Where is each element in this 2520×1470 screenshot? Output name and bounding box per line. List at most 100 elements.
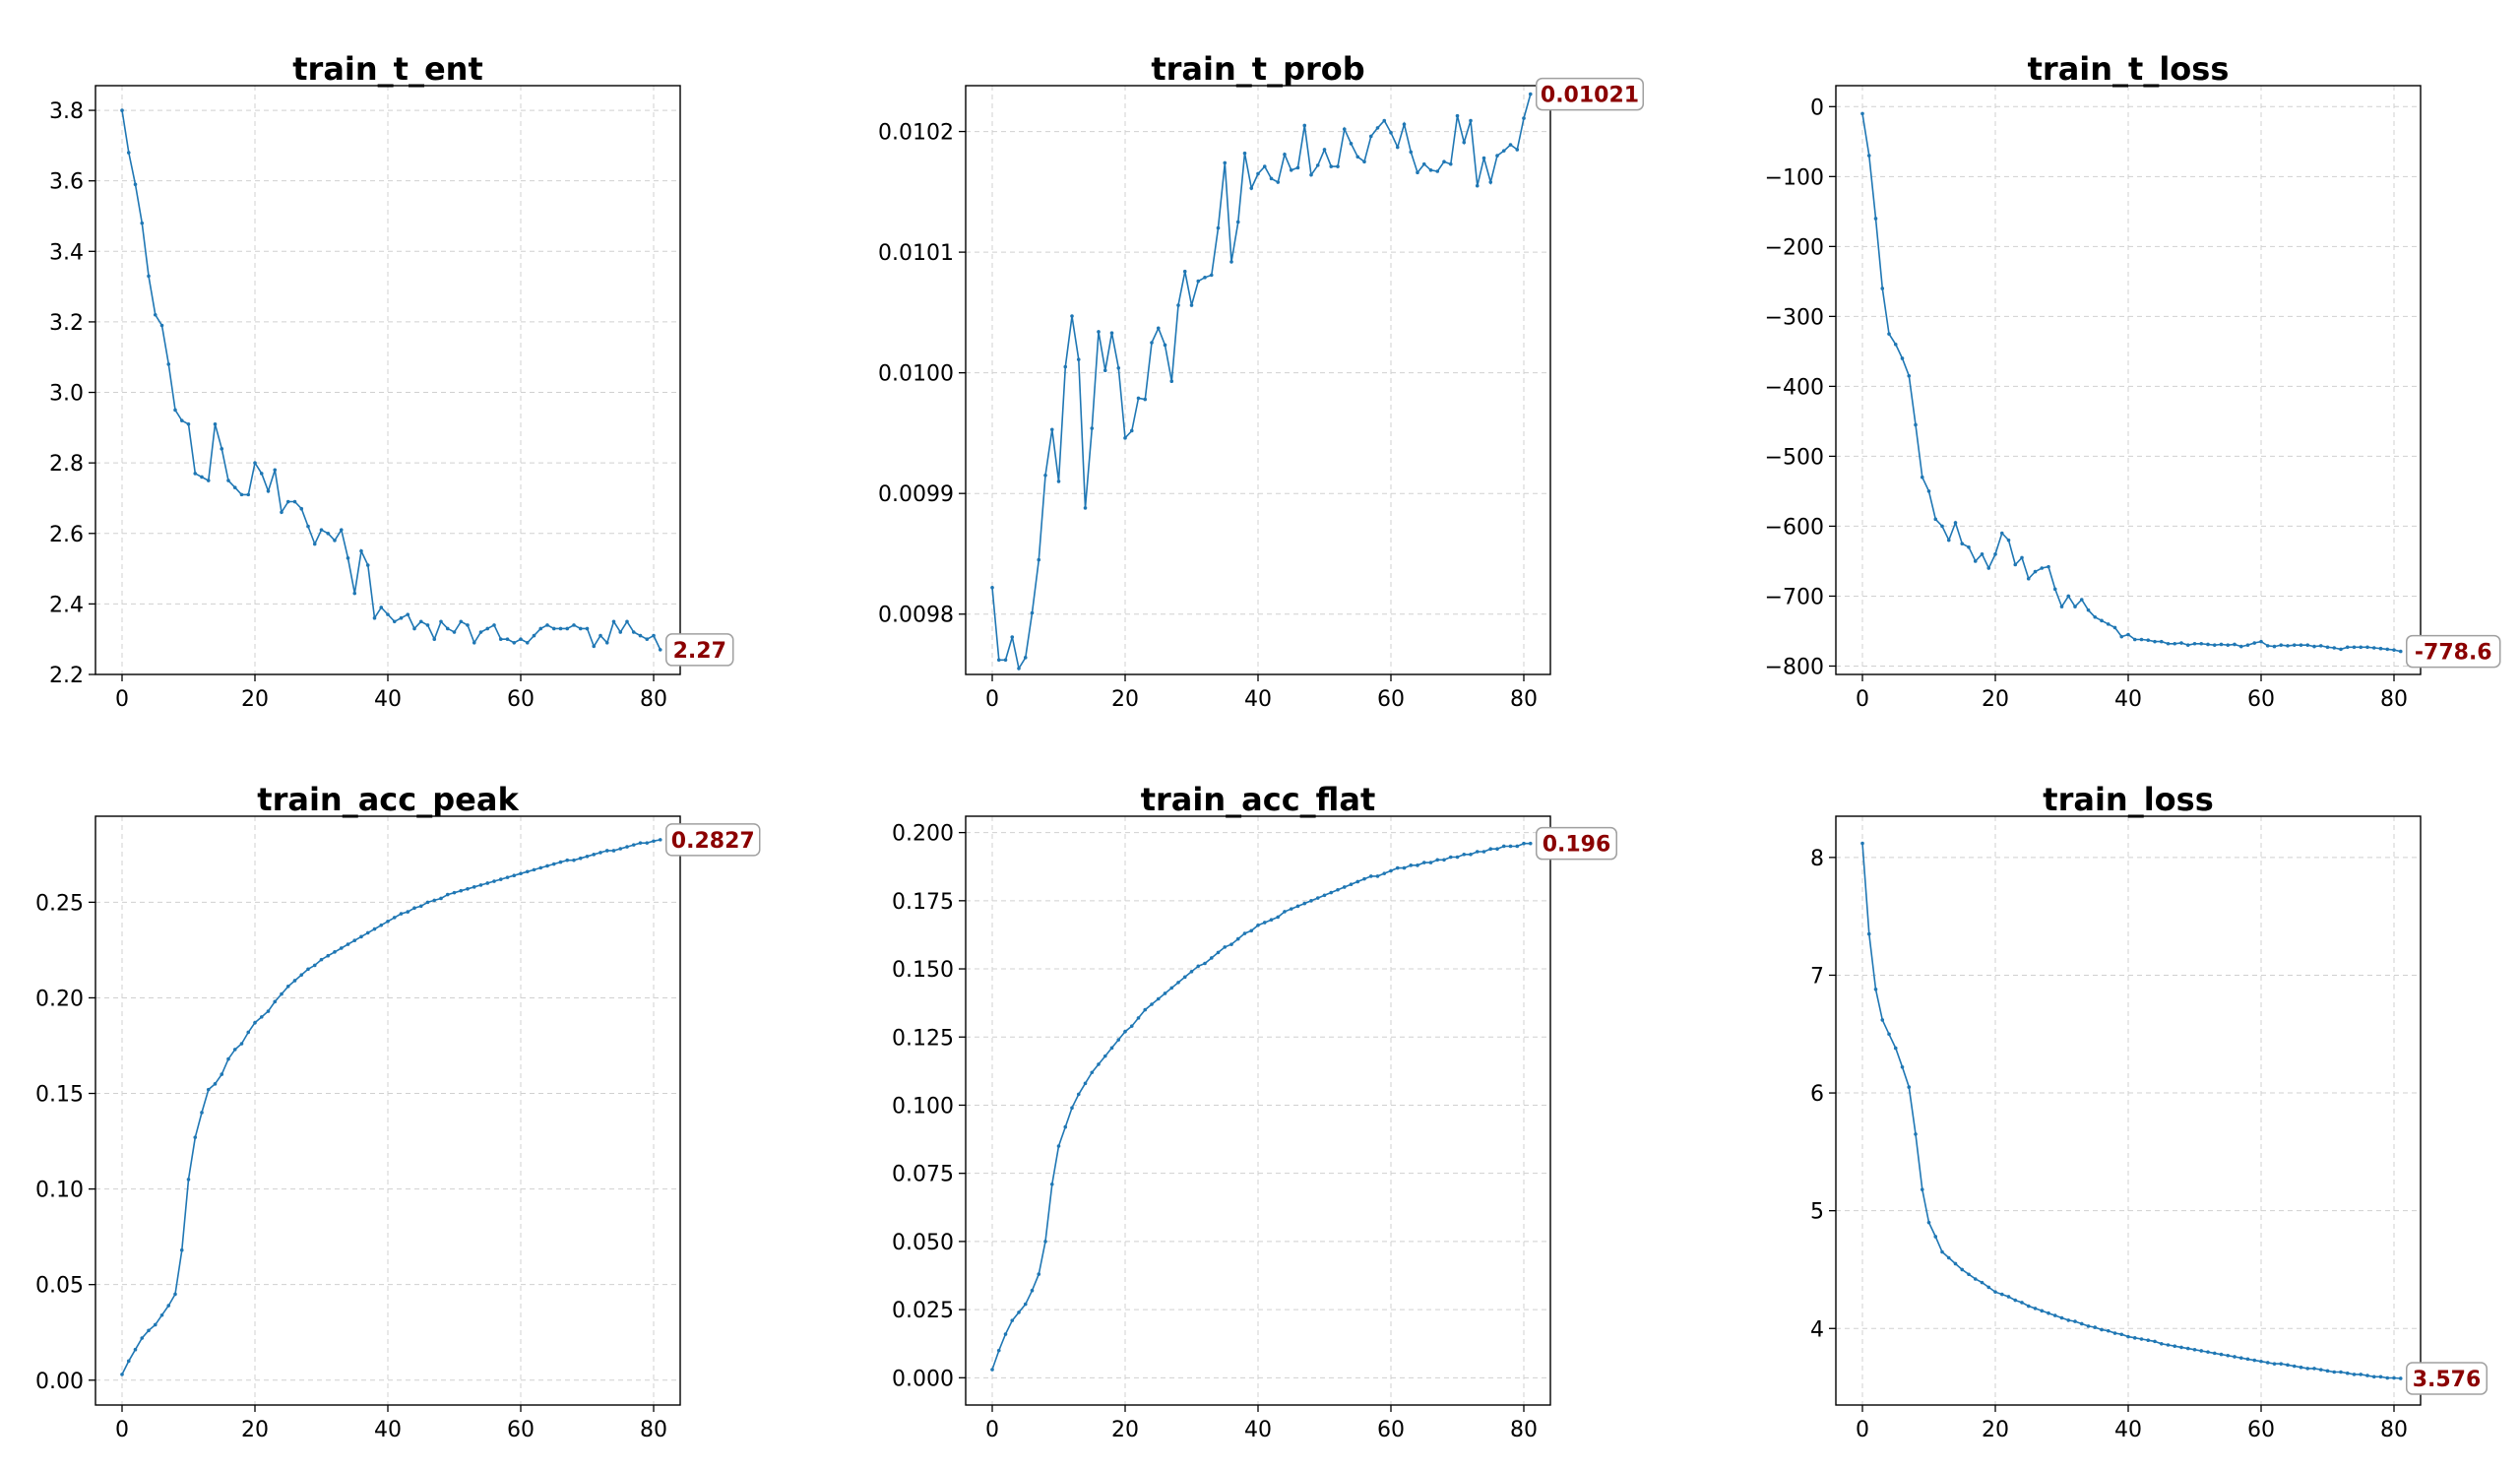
data-point xyxy=(1887,332,1891,336)
data-point xyxy=(2093,1325,2098,1329)
data-point xyxy=(658,838,662,842)
data-point xyxy=(1143,1007,1148,1012)
data-point xyxy=(1242,931,1247,935)
y-tick-label: 0.00 xyxy=(35,1370,84,1394)
data-point xyxy=(253,461,257,465)
data-point xyxy=(551,626,556,631)
data-point xyxy=(1973,559,1978,563)
data-point xyxy=(2332,1370,2337,1374)
data-point xyxy=(1083,506,1088,510)
chart-title: train_acc_peak xyxy=(257,781,519,818)
series-line xyxy=(1861,113,2401,653)
data-point xyxy=(2173,641,2177,646)
data-point xyxy=(1495,847,1499,852)
data-point xyxy=(445,626,450,631)
y-tick-label: 3.8 xyxy=(49,99,84,124)
data-point xyxy=(1196,964,1201,969)
data-point xyxy=(1462,852,1467,857)
data-point xyxy=(166,1304,171,1308)
data-point xyxy=(2066,594,2071,599)
data-point xyxy=(1010,635,1015,639)
data-point xyxy=(565,858,570,863)
data-point xyxy=(2252,1358,2257,1363)
data-point xyxy=(273,999,278,1004)
data-point xyxy=(2352,645,2357,650)
data-point xyxy=(1150,341,1154,345)
y-tick-label: 0.0101 xyxy=(878,241,954,266)
chart-title: train_loss xyxy=(2043,781,2213,818)
data-point xyxy=(1395,145,1400,150)
data-point xyxy=(2252,641,2257,645)
data-point xyxy=(1873,988,1878,991)
data-point xyxy=(1515,148,1520,152)
data-point xyxy=(2073,1319,2077,1323)
x-tick-label: 20 xyxy=(1111,687,1139,712)
data-point xyxy=(359,548,363,553)
data-point xyxy=(2079,598,2084,602)
y-tick-label: 0.075 xyxy=(892,1163,954,1187)
data-point xyxy=(253,1020,257,1025)
data-point xyxy=(1508,143,1513,147)
data-point xyxy=(604,849,609,853)
x-tick-label: 80 xyxy=(640,1418,667,1442)
data-point xyxy=(1522,841,1526,846)
data-point xyxy=(652,633,656,638)
data-point xyxy=(153,1322,158,1327)
data-point xyxy=(1322,893,1327,898)
data-point xyxy=(319,957,324,962)
data-point xyxy=(1229,260,1233,264)
y-tick-label: 0.15 xyxy=(35,1083,84,1108)
x-tick-label: 40 xyxy=(2114,687,2142,712)
data-point xyxy=(578,856,583,861)
data-point xyxy=(2265,644,2270,648)
data-point xyxy=(1156,996,1161,1001)
data-point xyxy=(412,906,416,910)
data-point xyxy=(280,991,284,996)
data-point xyxy=(359,934,363,939)
data-point xyxy=(2185,1346,2190,1351)
y-tick-label: 2.6 xyxy=(49,523,84,547)
x-tick-label: 60 xyxy=(507,1418,535,1442)
data-point xyxy=(2040,566,2045,570)
data-point xyxy=(1229,942,1233,946)
data-point xyxy=(273,468,278,473)
data-point xyxy=(2332,646,2337,650)
data-point xyxy=(572,623,576,627)
y-tick-label: 0.05 xyxy=(35,1274,84,1299)
value-annotation-box xyxy=(2406,1362,2488,1395)
data-point xyxy=(239,492,244,497)
data-point xyxy=(1176,981,1180,985)
x-tick-label: 0 xyxy=(985,687,999,712)
data-point xyxy=(2378,646,2383,651)
data-point xyxy=(2345,645,2350,650)
data-point xyxy=(1428,167,1433,172)
data-point xyxy=(2365,1374,2369,1377)
data-point xyxy=(990,1368,994,1372)
data-point xyxy=(2272,1362,2277,1366)
y-tick-label: −500 xyxy=(1765,445,1824,470)
data-point xyxy=(1302,901,1307,906)
data-point xyxy=(213,421,218,426)
data-point xyxy=(1455,113,1460,118)
data-point xyxy=(2392,1375,2396,1380)
data-point xyxy=(2339,1370,2343,1374)
data-point xyxy=(2359,1373,2363,1376)
x-tick-label: 20 xyxy=(1111,1418,1139,1442)
data-point xyxy=(312,542,317,546)
x-tick-label: 0 xyxy=(115,687,129,712)
data-point xyxy=(2245,1357,2250,1362)
data-point xyxy=(1256,923,1260,927)
x-tick-label: 40 xyxy=(374,1418,402,1442)
data-point xyxy=(466,623,470,627)
data-point xyxy=(2312,644,2316,649)
data-point xyxy=(1262,164,1267,168)
data-point xyxy=(399,615,404,620)
y-tick-label: 2.8 xyxy=(49,452,84,477)
data-point xyxy=(990,585,994,590)
data-point xyxy=(1136,1016,1141,1020)
data-point xyxy=(1336,887,1340,892)
data-point xyxy=(1993,1290,1997,1294)
data-point xyxy=(232,485,237,490)
data-point xyxy=(598,851,602,855)
data-point xyxy=(1475,850,1480,854)
